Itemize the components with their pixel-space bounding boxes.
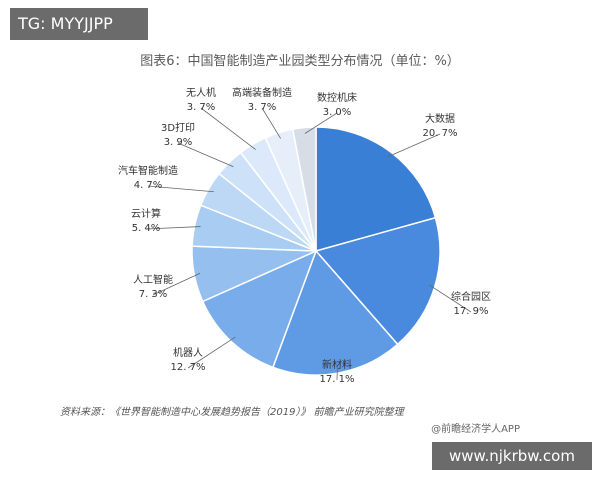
pie-slice <box>314 216 441 346</box>
slice-label: 3D打印 <box>161 121 195 134</box>
leader-line <box>200 107 256 150</box>
slice-value-label: 3. 7% <box>187 102 216 113</box>
slice-value-label: 3. 0% <box>323 107 352 118</box>
leader-line <box>147 185 214 193</box>
slice-value-label: 17. 1% <box>320 374 355 385</box>
slice-value-label: 17. 9% <box>454 306 489 317</box>
pie-slice <box>271 249 399 376</box>
slice-label: 云计算 <box>131 207 161 220</box>
slice-value-label: 3. 7% <box>248 102 277 113</box>
slice-label: 综合园区 <box>451 290 491 303</box>
slice-label: 高端装备制造 <box>232 86 292 99</box>
slice-label: 数控机床 <box>317 91 357 104</box>
source-note: 资料来源：《世界智能制造中心发展趋势报告（2019）》 前瞻产业研究院整理 <box>60 407 404 418</box>
site-url-badge: www.njkrbw.com <box>432 442 592 470</box>
leader-line <box>145 226 201 230</box>
slice-label: 人工智能 <box>133 273 173 286</box>
leader-line <box>387 133 441 158</box>
leader-line <box>304 112 338 134</box>
slice-label: 无人机 <box>186 86 216 99</box>
slice-label: 新材料 <box>322 358 352 371</box>
leader-line <box>428 284 472 313</box>
slice-label: 大数据 <box>425 112 455 125</box>
leader-line <box>261 107 281 139</box>
chart-title: 图表6：中国智能制造产业园类型分布情况（单位：%） <box>140 54 460 69</box>
slice-value-label: 20. 7% <box>423 128 458 139</box>
slice-label: 机器人 <box>173 346 203 359</box>
leader-line <box>187 336 236 369</box>
watermark-text: @前瞻经济学人APP <box>431 424 520 435</box>
leader-line <box>152 272 201 296</box>
slice-label: 汽车智能制造 <box>118 164 178 177</box>
pie-slice <box>201 249 318 369</box>
slice-value-label: 12. 7% <box>171 362 206 373</box>
leader-line <box>177 142 234 168</box>
slice-value-label: 3. 9% <box>164 137 193 148</box>
slice-value-label: 4. 7% <box>134 180 163 191</box>
slice-value-label: 7. 3% <box>139 289 168 300</box>
pie-slice <box>291 126 317 252</box>
tg-badge: TG: MYYJJPP <box>10 8 148 40</box>
slice-value-label: 5. 4% <box>132 223 161 234</box>
pie-slice <box>315 126 437 252</box>
